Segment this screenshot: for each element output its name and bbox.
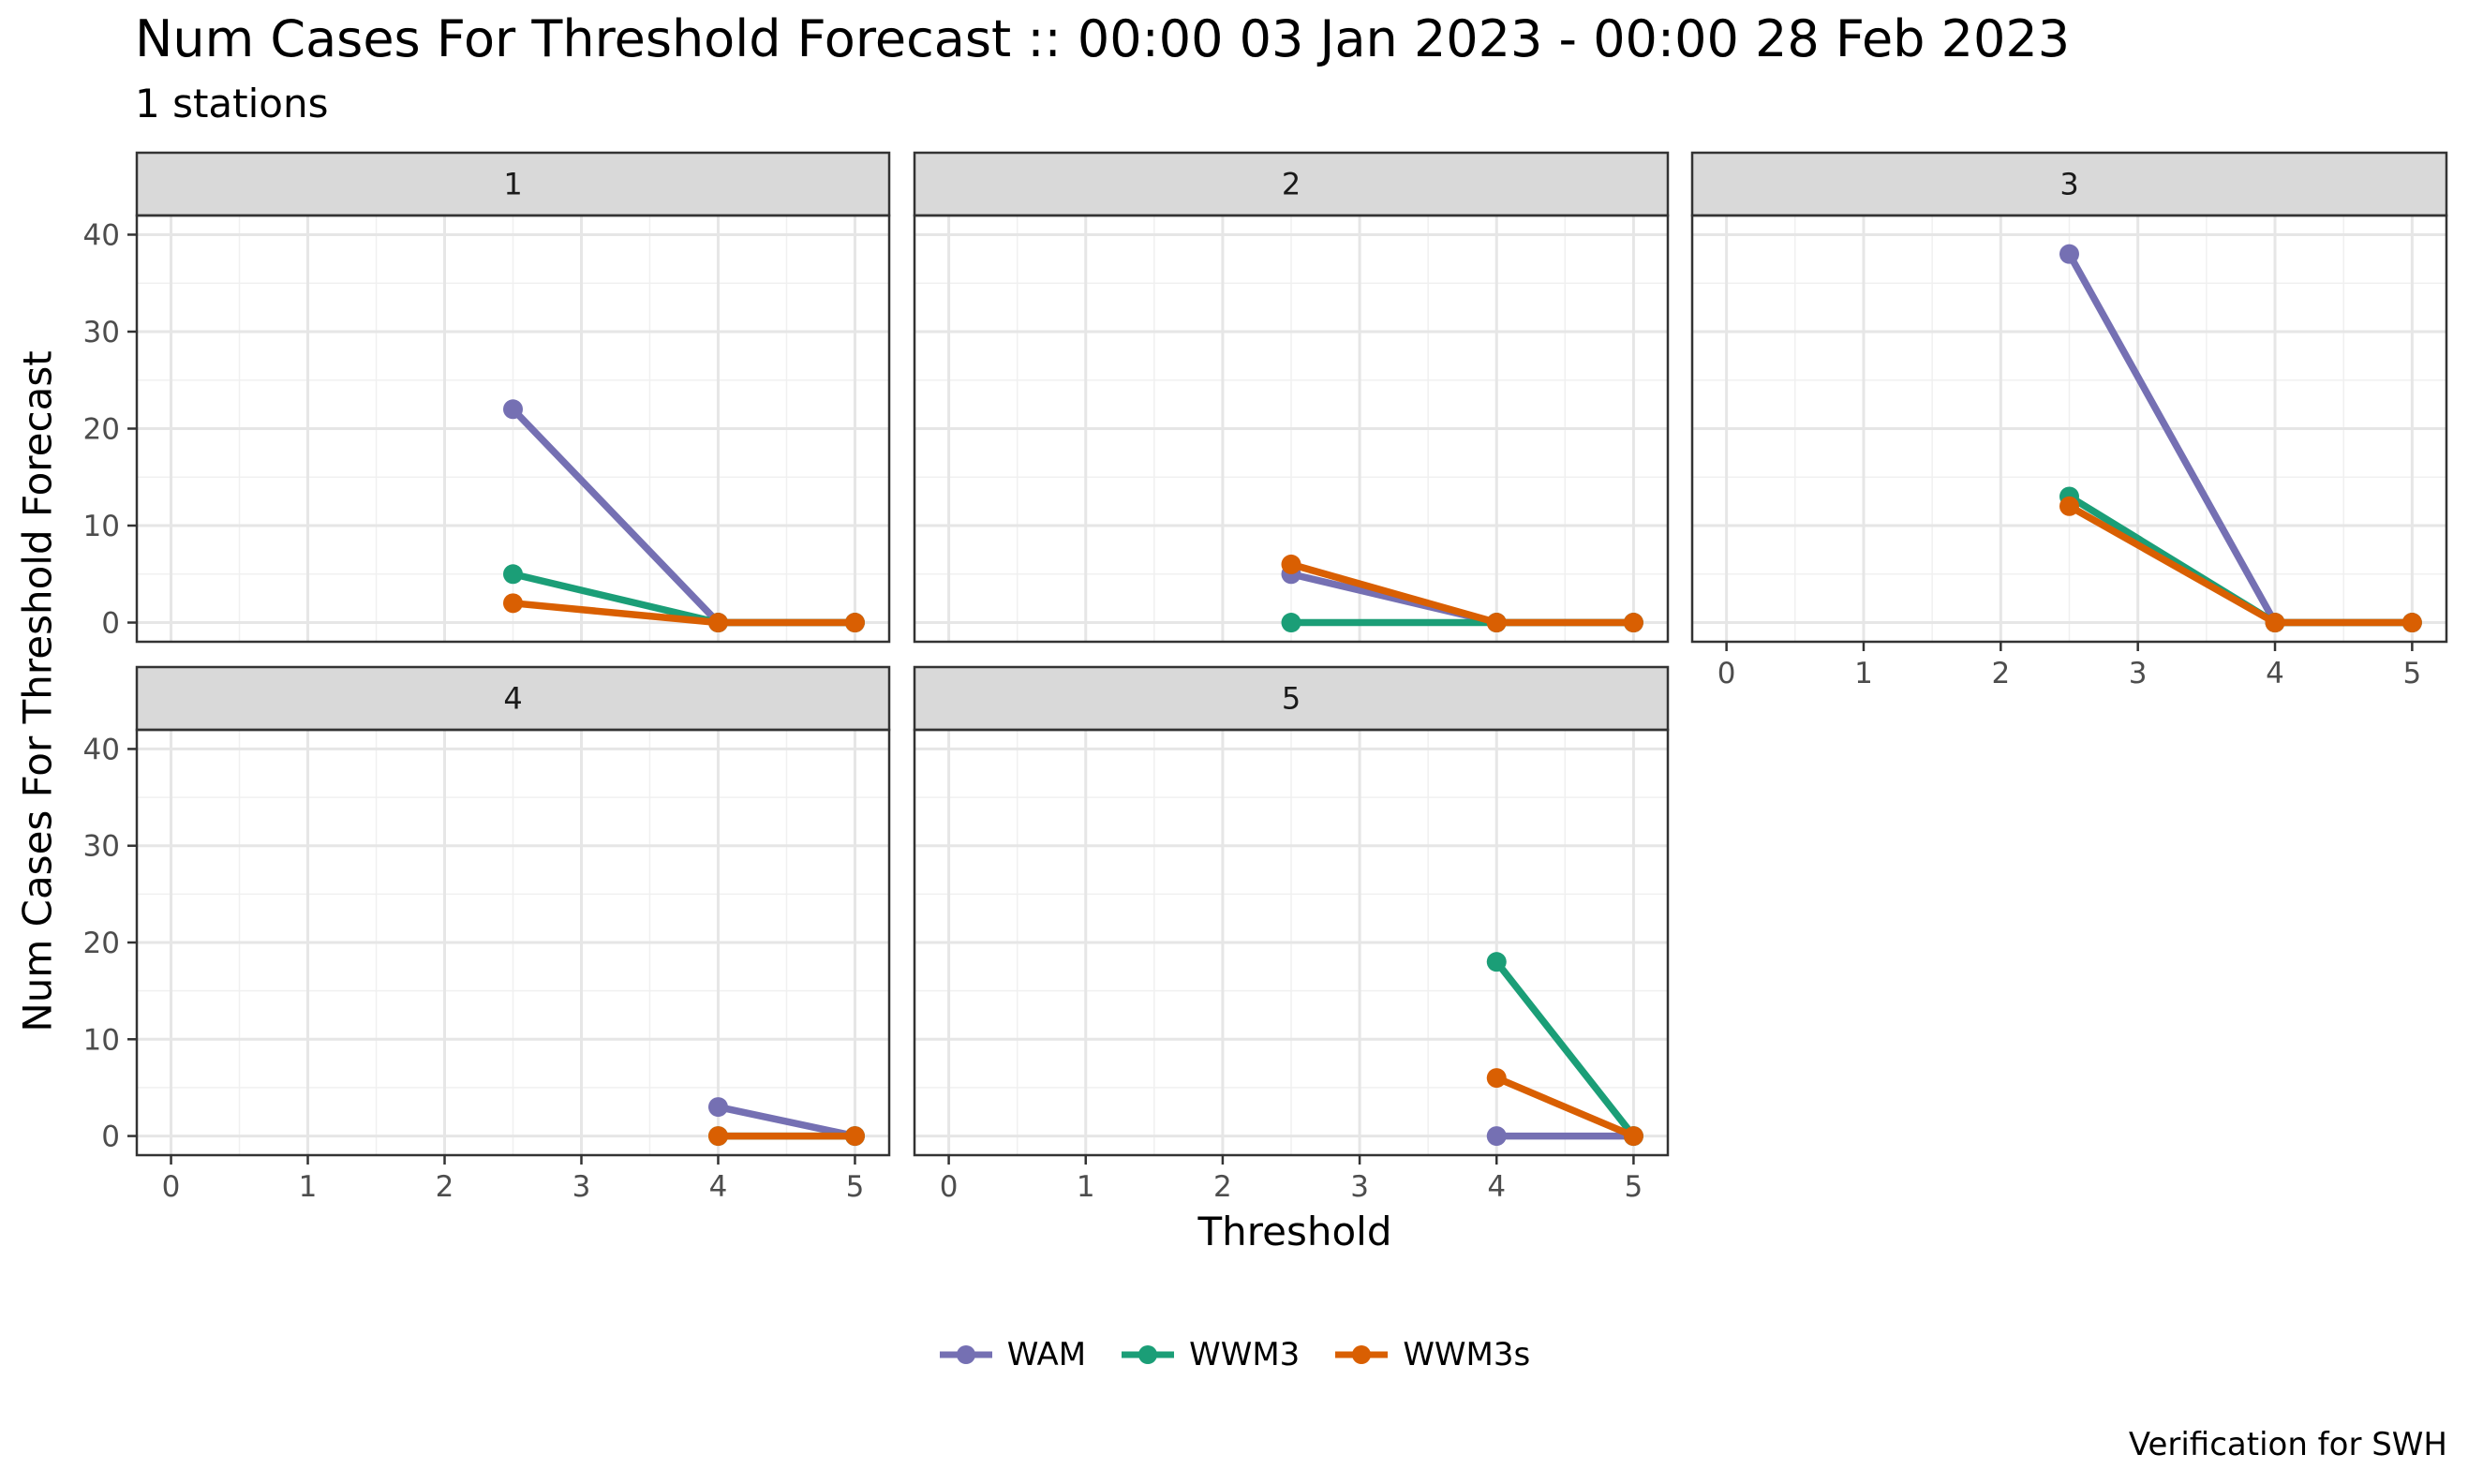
data-point-wwm3: [1486, 952, 1507, 972]
x-tick-label: 4: [1487, 1170, 1506, 1204]
facet-strip: [913, 665, 1670, 732]
facet-strip-label: 4: [503, 681, 522, 717]
data-point-wwm3: [503, 564, 523, 585]
y-tick-label: 40: [83, 733, 120, 766]
legend-label-wwm3s: WWM3s: [1403, 1336, 1531, 1373]
legend-item-wwm3: WWM3: [1120, 1336, 1300, 1373]
panel-2: 2: [913, 151, 1670, 644]
x-tick-label: 1: [1854, 657, 1873, 690]
x-tick-label: 1: [299, 1170, 318, 1204]
x-tick-label: 4: [2266, 657, 2284, 690]
data-point-wam: [503, 399, 523, 420]
data-point-wwm3s: [1623, 613, 1643, 633]
data-point-wwm3s: [2401, 613, 2422, 633]
y-tick-label: 0: [101, 607, 120, 641]
x-axis-label: Threshold: [1197, 1209, 1392, 1254]
data-point-wwm3s: [503, 593, 523, 614]
x-tick-label: 0: [1717, 657, 1736, 690]
series-line-wwm3: [1494, 959, 1637, 1138]
y-tick-label: 20: [83, 413, 120, 447]
data-point-wwm3s: [1486, 1068, 1507, 1089]
x-tick-label: 2: [436, 1170, 454, 1204]
x-tick-label: 3: [1350, 1170, 1369, 1204]
legend-key-wwm3s: [1335, 1345, 1389, 1364]
data-point-wwm3s: [1281, 554, 1301, 574]
facet-strip-label: 3: [2059, 167, 2078, 202]
x-tick-label: 2: [1213, 1170, 1232, 1204]
panel-border: [913, 214, 1670, 644]
panel-5: 5 0 1 2 3 4 5: [913, 665, 1670, 1204]
legend-label-wwm3: WWM3: [1189, 1336, 1301, 1373]
data-point-wwm3s: [707, 613, 728, 633]
facet-strip: [1690, 151, 2448, 217]
panel-3: 3 0 1 2 3 4 5: [1690, 151, 2448, 690]
y-tick-label: 30: [83, 830, 120, 864]
series-line-wam: [717, 1103, 856, 1140]
facet-strip-label: 5: [1282, 681, 1301, 717]
facet-strip: [913, 151, 1670, 217]
caption: Verification for SWH: [2128, 1426, 2447, 1463]
facet-strip: [135, 151, 891, 217]
y-tick-label: 10: [83, 510, 120, 543]
data-point-wwm3s: [707, 1126, 728, 1147]
chart-title: Num Cases For Threshold Forecast :: 00:0…: [135, 9, 2071, 68]
x-tick-label: 5: [1625, 1170, 1643, 1204]
x-tick-label: 3: [2129, 657, 2148, 690]
facet-strip-label: 1: [503, 167, 522, 202]
legend-item-wwm3s: WWM3s: [1333, 1336, 1530, 1373]
data-point-wam: [707, 1097, 728, 1118]
y-tick-label: 40: [83, 218, 120, 252]
panel-border: [913, 728, 1670, 1157]
panel-border: [1690, 214, 2448, 644]
data-point-wwm3s: [844, 613, 865, 633]
facet-strip: [135, 665, 891, 732]
x-tick-label: 5: [846, 1170, 865, 1204]
legend-key-wwm3: [1122, 1345, 1175, 1364]
x-tick-label: 4: [709, 1170, 728, 1204]
x-tick-label: 3: [572, 1170, 591, 1204]
y-axis-label: Num Cases For Threshold Forecast: [14, 350, 61, 1032]
y-tick-label: 0: [101, 1120, 120, 1154]
y-tick-label: 30: [83, 316, 120, 349]
series-line-wwm3s: [1494, 1075, 1635, 1140]
legend: WAM WWM3 WWM3s: [0, 1336, 2468, 1373]
x-tick-label: 0: [162, 1170, 181, 1204]
y-tick-label: 10: [83, 1023, 120, 1057]
x-tick-label: 5: [2403, 657, 2422, 690]
data-point-wwm3s: [844, 1126, 865, 1147]
data-point-wwm3: [1281, 613, 1301, 633]
chart-subtitle: 1 stations: [135, 81, 329, 126]
x-tick-label: 2: [1991, 657, 2010, 690]
data-point-wam: [1486, 1126, 1507, 1147]
data-point-wwm3s: [2265, 613, 2285, 633]
data-point-wam: [2059, 244, 2079, 264]
x-tick-label: 0: [940, 1170, 959, 1204]
legend-key-wam: [939, 1345, 992, 1364]
legend-label-wam: WAM: [1006, 1336, 1087, 1373]
data-point-wwm3s: [1623, 1126, 1643, 1147]
data-point-wwm3s: [1486, 613, 1507, 633]
legend-item-wam: WAM: [938, 1336, 1086, 1373]
data-point-wwm3s: [2059, 496, 2079, 516]
facet-strip-label: 2: [1282, 167, 1301, 202]
y-tick-label: 20: [83, 927, 120, 960]
x-tick-label: 1: [1077, 1170, 1095, 1204]
